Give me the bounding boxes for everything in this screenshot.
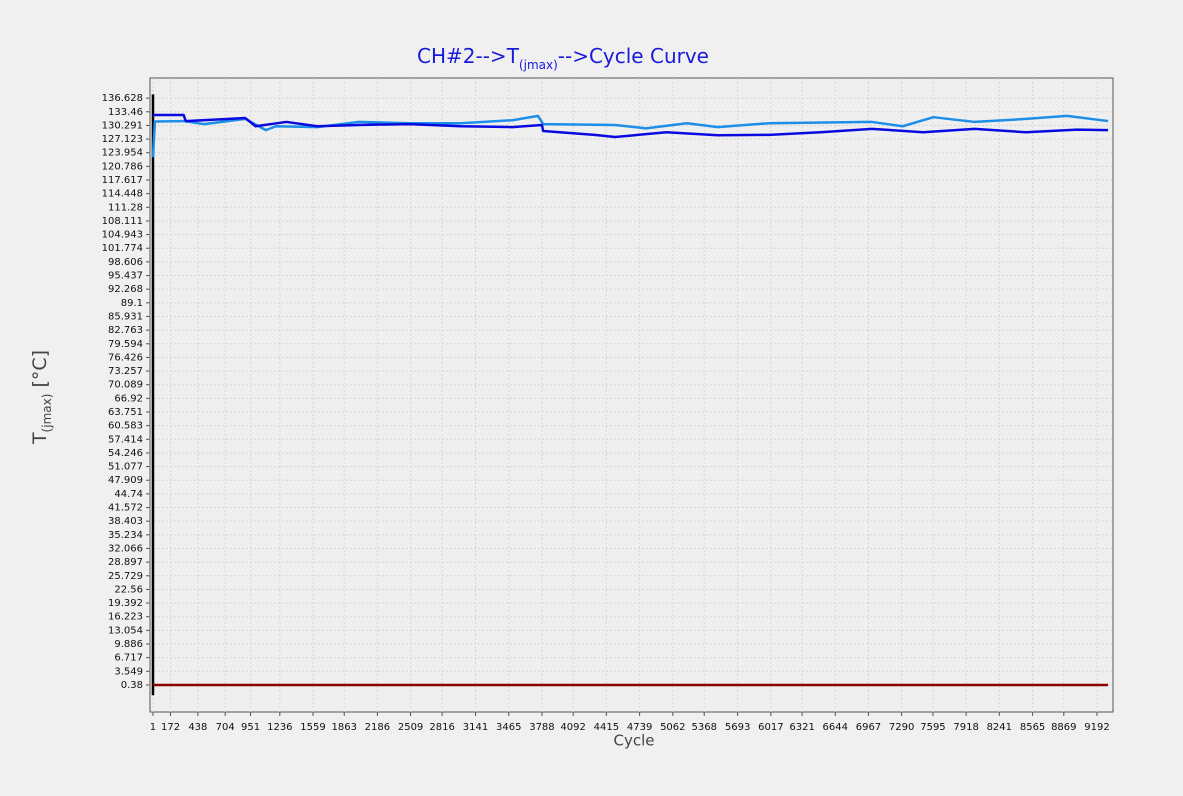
y-tick-label: 41.572 [108,503,143,514]
y-tick-label: 16.223 [108,612,143,623]
y-tick-label: 127.123 [102,134,143,145]
y-tick-label: 32.066 [108,543,143,554]
y-label-subscript: (jmax) [40,394,54,433]
x-tick-label: 2509 [398,722,423,733]
x-tick-label: 7595 [920,722,945,733]
y-label-part: [°C] [29,350,51,394]
x-tick-label: 7918 [953,722,978,733]
y-tick-label: 130.291 [102,120,143,131]
x-tick-label: 6644 [823,722,848,733]
y-tick-label: 63.751 [108,407,143,418]
y-tick-label: 123.954 [102,148,143,159]
x-tick-label: 9192 [1084,722,1109,733]
x-tick-label: 4092 [560,722,585,733]
x-tick-label: 8241 [987,722,1012,733]
x-tick-label: 951 [241,722,260,733]
y-tick-label: 60.583 [108,421,143,432]
x-tick-label: 6017 [758,722,783,733]
title-subscript: (jmax) [519,58,558,72]
y-tick-label: 104.943 [102,230,143,241]
y-tick-label: 0.38 [121,680,143,691]
y-tick-label: 133.46 [108,107,143,118]
y-tick-label: 51.077 [108,462,143,473]
y-tick-label: 136.628 [102,93,143,104]
x-tick-label: 5062 [660,722,685,733]
x-tick-label: 8565 [1020,722,1045,733]
x-tick-label: 5693 [725,722,750,733]
y-tick-label: 117.617 [102,175,143,186]
x-tick-label: 8869 [1051,722,1076,733]
y-tick-label: 108.111 [102,216,143,227]
y-tick-label: 3.549 [114,666,143,677]
y-tick-label: 114.448 [102,189,143,200]
y-tick-label: 35.234 [108,530,143,541]
title-part: -->Cycle Curve [558,44,709,68]
x-tick-label: 1863 [331,722,356,733]
y-tick-label: 70.089 [108,380,143,391]
x-tick-label: 438 [188,722,207,733]
x-tick-label: 4739 [627,722,652,733]
y-tick-label: 28.897 [108,557,143,568]
y-tick-label: 82.763 [108,325,143,336]
y-label-part: T [29,432,51,445]
y-tick-label: 111.28 [108,202,143,213]
y-tick-label: 89.1 [121,298,143,309]
title-part: CH#2-->T [417,44,520,68]
x-axis-label: Cycle [614,732,655,750]
y-tick-label: 79.594 [108,339,143,350]
y-tick-label: 9.886 [114,639,143,650]
y-tick-label: 92.268 [108,284,143,295]
x-tick-label: 172 [161,722,180,733]
y-tick-label: 54.246 [108,448,143,459]
x-tick-label: 6967 [856,722,881,733]
x-tick-label: 1 [150,722,156,733]
y-tick-label: 101.774 [102,243,143,254]
x-tick-label: 1236 [267,722,292,733]
series-line [152,113,1109,139]
chart-title: CH#2-->T(jmax)-->Cycle Curve [417,44,709,72]
x-tick-label: 1559 [300,722,325,733]
y-tick-label: 85.931 [108,311,143,322]
y-tick-label: 120.786 [102,161,143,172]
y-tick-label: 98.606 [108,257,143,268]
y-tick-label: 44.74 [114,489,143,500]
y-tick-label: 47.909 [108,475,143,486]
y-tick-label: 19.392 [108,598,143,609]
x-tick-label: 2816 [429,722,454,733]
y-axis-label: T(jmax) [°C] [29,350,54,445]
x-tick-label: 3141 [463,722,488,733]
y-tick-label: 73.257 [108,366,143,377]
y-tick-label: 38.403 [108,516,143,527]
y-tick-label: 95.437 [108,271,143,282]
x-tick-label: 2186 [365,722,390,733]
x-tick-label: 5368 [691,722,716,733]
plot-area [149,77,1114,713]
y-tick-label: 76.426 [108,352,143,363]
y-tick-label: 6.717 [114,653,143,664]
y-tick-label: 66.92 [114,393,143,404]
y-tick-label: 13.054 [108,625,143,636]
x-tick-label: 4415 [594,722,619,733]
x-tick-label: 704 [216,722,235,733]
x-tick-label: 6321 [789,722,814,733]
x-tick-label: 3788 [529,722,554,733]
x-tick-label: 3465 [496,722,521,733]
y-tick-label: 22.56 [114,584,143,595]
y-tick-label: 25.729 [108,571,143,582]
x-tick-label: 7290 [889,722,914,733]
y-tick-label: 57.414 [108,434,143,445]
